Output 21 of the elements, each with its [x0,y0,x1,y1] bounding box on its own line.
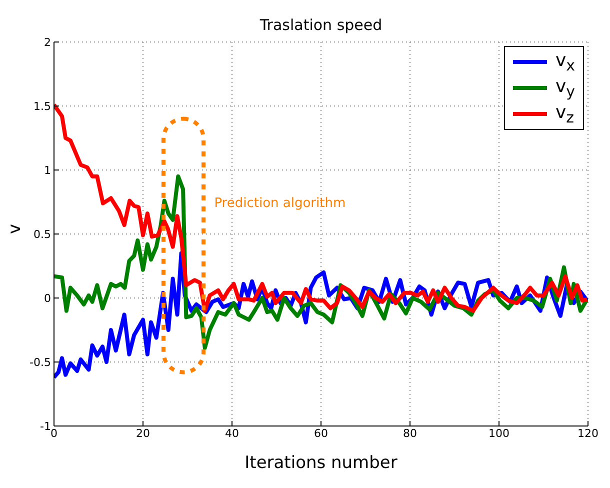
x-tick-label: 60 [314,426,328,440]
legend-label: v$_{y}$ [555,76,575,100]
chart-title: Traslation speed [258,16,384,34]
x-tick-label: 100 [488,426,510,440]
x-tick-label: 120 [578,426,598,440]
y-tick-label: -0.5 [30,356,51,369]
annotation: Prediction algorithm [214,196,346,211]
y-tick-label: 1 [44,164,51,177]
x-axis-title: Iterations number [244,453,398,473]
y-tick-label: 0 [44,292,51,305]
line-series [54,102,588,313]
x-tick-label: 20 [136,426,150,440]
x-tick-label: 80 [403,426,417,440]
legend-label: v$_{z}$ [555,102,574,126]
y-tick-label: 1.5 [34,100,51,113]
y-tick-label: -1 [40,420,51,433]
legend-label: v$_{x}$ [555,50,575,74]
x-tick-label: 40 [225,426,239,440]
y-axis-title: v [5,224,26,234]
y-tick-label: 0.5 [34,228,51,241]
y-tick-label: 2 [44,36,51,49]
